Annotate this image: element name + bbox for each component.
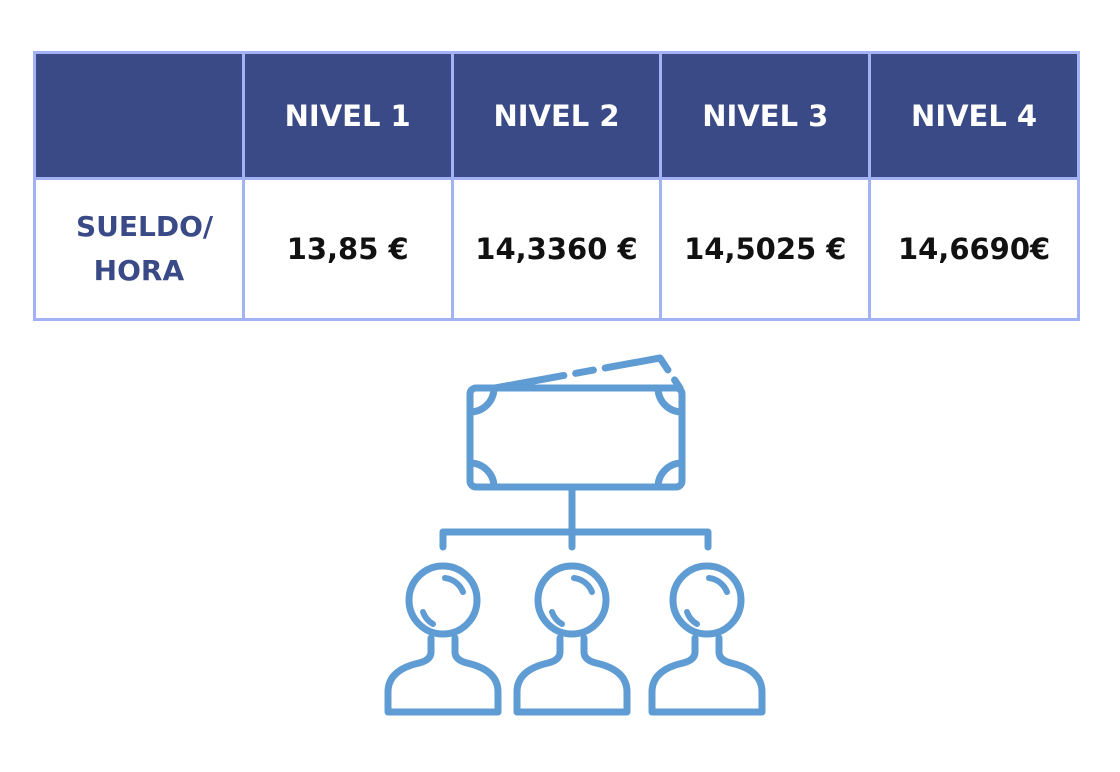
- header-cell: NIVEL 2: [450, 51, 663, 180]
- row-label: SUELDO/ HORA: [33, 177, 245, 321]
- bill-corners: [466, 384, 686, 491]
- header-cell: NIVEL 4: [868, 51, 1080, 180]
- person: [648, 562, 766, 716]
- person: [513, 562, 631, 716]
- bill: [466, 384, 686, 491]
- header-cell: NIVEL 1: [241, 51, 454, 180]
- person: [384, 562, 502, 716]
- salary-table: NIVEL 1 NIVEL 2 NIVEL 3 NIVEL 4 SUELDO/ …: [33, 51, 1080, 321]
- back-bill: [491, 354, 684, 392]
- header-cell: NIVEL 3: [659, 51, 872, 180]
- cell: 14,5025 €: [659, 177, 872, 321]
- cell: 14,6690€: [868, 177, 1080, 321]
- body-row: SUELDO/ HORA 13,85 € 14,3360 € 14,5025 €…: [33, 177, 1080, 321]
- people: [384, 562, 766, 716]
- header-empty: [33, 51, 245, 180]
- header-row: NIVEL 1 NIVEL 2 NIVEL 3 NIVEL 4: [33, 51, 1080, 180]
- connector: [439, 483, 712, 551]
- cell: 14,3360 €: [450, 177, 663, 321]
- cell: 13,85 €: [241, 177, 454, 321]
